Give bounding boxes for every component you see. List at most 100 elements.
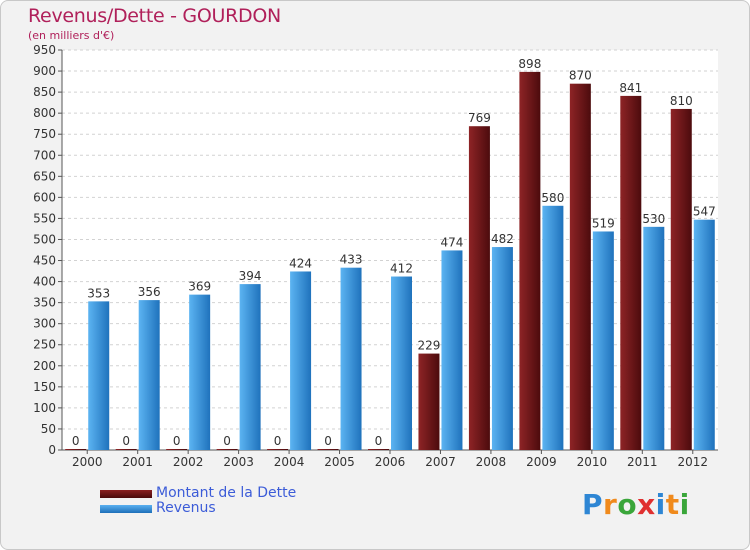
bar-label-debt: 0 [324,434,332,448]
logo-letter: i [679,488,690,521]
x-tick-label: 2002 [173,455,204,469]
bar-label-debt: 870 [569,69,592,83]
bar-debt [620,95,642,450]
bar-label-revenue: 424 [289,256,312,270]
y-tick-label: 700 [33,148,56,162]
legend-swatch-revenue [100,505,152,513]
bar-debt [418,353,440,450]
bar-label-revenue: 580 [541,191,564,205]
x-tick-label: 2006 [375,455,406,469]
bar-label-debt: 0 [72,434,80,448]
y-tick-label: 500 [33,232,56,246]
plot-area [62,50,718,450]
bar-revenue [643,226,665,450]
bar-debt [267,449,289,450]
bar-debt [317,449,339,450]
bar-debt [670,108,692,451]
bar-label-revenue: 412 [390,262,413,276]
bar-label-debt: 229 [418,339,441,353]
y-tick-label: 400 [33,275,56,289]
bar-revenue [542,205,564,450]
bar-label-debt: 769 [468,111,491,125]
bar-label-revenue: 369 [188,280,211,294]
bar-label-debt: 0 [122,434,130,448]
bar-revenue [592,231,614,450]
y-tick-label: 600 [33,190,56,204]
y-tick-label: 50 [41,422,56,436]
bar-revenue [441,250,463,450]
bar-debt [166,449,188,450]
x-tick-label: 2000 [72,455,103,469]
y-tick-label: 750 [33,127,56,141]
x-tick-label: 2004 [274,455,305,469]
y-tick-label: 0 [48,443,56,457]
bar-debt [468,126,490,451]
bar-revenue [189,294,211,450]
proxiti-logo: Proxiti [582,488,690,521]
bar-label-debt: 0 [375,434,383,448]
y-tick-label: 850 [33,85,56,99]
bar-label-revenue: 530 [642,212,665,226]
y-tick-label: 450 [33,254,56,268]
bar-revenue [340,267,362,450]
y-tick-label: 300 [33,317,56,331]
x-tick-label: 2012 [677,455,708,469]
y-tick-label: 200 [33,359,56,373]
bar-debt [65,449,87,450]
y-tick-label: 800 [33,106,56,120]
legend-swatch-debt [100,490,152,498]
x-tick-label: 2009 [526,455,557,469]
bar-label-revenue: 353 [87,286,110,300]
chart-subtitle: (en milliers d'€) [28,29,115,42]
bar-chart: 0 50 100 150 200 250 300 350 400 450 500 550 600 650 7… [33,43,718,469]
bar-debt [368,449,389,450]
logo-letter: o [617,488,638,521]
y-tick-label: 150 [33,380,56,394]
x-tick-label: 2005 [324,455,355,469]
bar-revenue [88,301,110,450]
bar-label-debt: 898 [518,57,541,71]
x-tick-label: 2008 [476,455,507,469]
bar-label-debt: 841 [619,81,642,95]
x-tick-label: 2001 [122,455,153,469]
bar-label-debt: 0 [173,434,181,448]
chart-title: Revenus/Dette - GOURDON [28,5,281,27]
logo-letter: x [637,488,656,521]
bar-debt [115,449,137,450]
y-tick-label: 350 [33,296,56,310]
bar-label-revenue: 433 [340,253,363,267]
x-tick-label: 2007 [425,455,456,469]
logo-letter: i [655,488,666,521]
bar-revenue [391,276,412,450]
logo-letter: P [582,488,604,521]
y-tick-label: 900 [33,64,56,78]
logo-letter: r [603,488,618,521]
y-tick-label: 250 [33,338,56,352]
y-tick-label: 650 [33,169,56,183]
x-tick-label: 2010 [577,455,608,469]
y-tick-label: 100 [33,401,56,415]
y-tick-label: 550 [33,211,56,225]
bar-label-revenue: 547 [693,205,716,219]
x-tick-label: 2011 [627,455,658,469]
bar-label-revenue: 474 [441,235,464,249]
bar-revenue [693,219,715,450]
y-tick-label: 950 [33,43,56,57]
bar-revenue [239,284,261,450]
logo-letter: t [665,488,680,521]
legend-label-debt: Montant de la Dette [156,485,297,501]
x-tick-label: 2003 [223,455,254,469]
bar-revenue [290,271,312,450]
bar-label-revenue: 482 [491,232,514,246]
bar-label-debt: 0 [223,434,231,448]
bar-label-debt: 810 [670,94,693,108]
bar-debt [569,83,591,451]
bar-debt [519,71,541,450]
bar-label-revenue: 356 [138,285,161,299]
legend-label-revenue: Revenus [156,500,216,516]
bar-label-debt: 0 [274,434,282,448]
bar-label-revenue: 394 [239,269,262,283]
bar-debt [216,449,238,450]
bar-label-revenue: 519 [592,216,615,230]
bar-revenue [491,247,513,450]
